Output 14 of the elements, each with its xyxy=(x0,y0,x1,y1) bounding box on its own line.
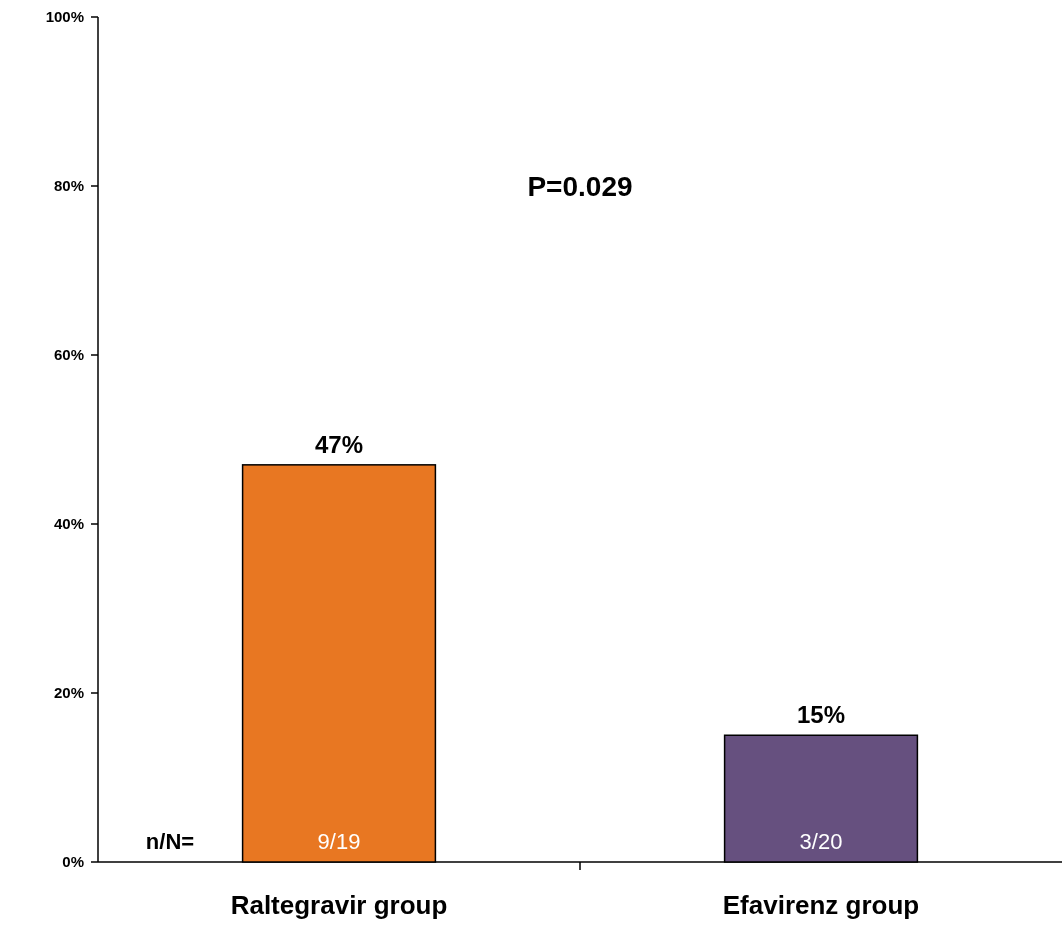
annotation: P=0.029 xyxy=(527,170,633,202)
annotation: 9/19 xyxy=(317,828,361,854)
data-label: 15% xyxy=(796,701,846,729)
y-tick-label: 0% xyxy=(62,853,84,871)
annotation: n/N= xyxy=(145,828,195,854)
annotation: 3/20 xyxy=(799,828,843,854)
data-label: 47% xyxy=(314,430,364,458)
y-tick-label: 100% xyxy=(45,8,84,26)
x-tick-label: Efavirenz group xyxy=(722,890,920,920)
y-tick-label: 60% xyxy=(53,346,84,364)
y-tick-label: 80% xyxy=(53,177,84,195)
y-tick-label: 20% xyxy=(53,684,84,702)
y-tick-label: 40% xyxy=(53,515,84,533)
x-tick-label: Raltegravir group xyxy=(230,890,448,920)
